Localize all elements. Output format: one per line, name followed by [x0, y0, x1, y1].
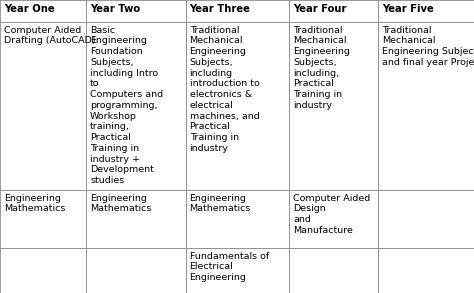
Bar [186, 0, 289, 22]
Bar [186, 190, 289, 248]
Bar [0, 22, 86, 190]
Text: Computer Aided
Drafting (AutoCAD): Computer Aided Drafting (AutoCAD) [4, 25, 95, 45]
Bar [289, 22, 378, 190]
Text: Traditional
Mechanical
Engineering
Subjects,
including
introduction to
electroni: Traditional Mechanical Engineering Subje… [190, 25, 259, 153]
Bar [0, 0, 86, 22]
Bar [378, 190, 474, 248]
Bar [86, 248, 186, 293]
Text: Engineering
Mathematics: Engineering Mathematics [90, 193, 151, 213]
Bar [0, 190, 86, 248]
Bar [289, 0, 378, 22]
Bar [86, 0, 186, 22]
Text: Traditional
Mechanical
Engineering Subjects
and final year Project.: Traditional Mechanical Engineering Subje… [382, 25, 474, 67]
Text: Year Two: Year Two [90, 4, 140, 13]
Bar [289, 190, 378, 248]
Bar [378, 22, 474, 190]
Text: Traditional
Mechanical
Engineering
Subjects,
including,
Practical
Training in
in: Traditional Mechanical Engineering Subje… [293, 25, 350, 110]
Text: Fundamentals of
Electrical
Engineering: Fundamentals of Electrical Engineering [190, 251, 269, 282]
Text: Engineering
Mathematics: Engineering Mathematics [190, 193, 251, 213]
Bar [378, 248, 474, 293]
Bar [0, 248, 86, 293]
Text: Year Five: Year Five [382, 4, 434, 13]
Bar [86, 190, 186, 248]
Text: Engineering
Mathematics: Engineering Mathematics [4, 193, 65, 213]
Bar [378, 0, 474, 22]
Bar [186, 248, 289, 293]
Bar [289, 248, 378, 293]
Text: Basic
Engineering
Foundation
Subjects,
including Intro
to
Computers and
programm: Basic Engineering Foundation Subjects, i… [90, 25, 163, 185]
Text: Computer Aided
Design
and
Manufacture: Computer Aided Design and Manufacture [293, 193, 370, 235]
Text: Year Four: Year Four [293, 4, 346, 13]
Text: Year One: Year One [4, 4, 55, 13]
Text: Year Three: Year Three [190, 4, 250, 13]
Bar [86, 22, 186, 190]
Bar [186, 22, 289, 190]
